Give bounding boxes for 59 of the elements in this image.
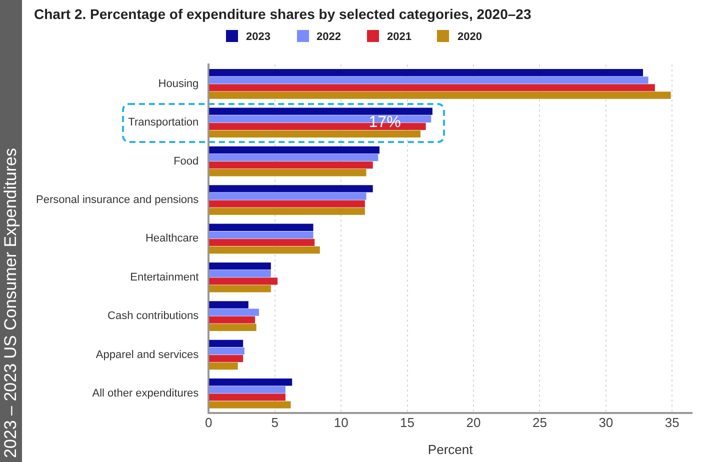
bar [209,354,244,362]
bar [209,278,278,285]
bar [209,246,320,254]
x-tick-label: 30 [598,415,614,430]
bar [209,84,655,92]
bar [209,76,648,84]
legend-label: 2022 [316,31,341,43]
y-tick-label: Transportation [128,116,199,129]
chart-title: Chart 2. Percentage of expenditure shares by selected categories, 2020–23 [34,6,532,22]
legend-label: 2020 [457,31,482,43]
bar [209,108,432,115]
bar [209,238,315,246]
x-tick-label: 0 [205,415,212,430]
bar [209,362,238,370]
bar [209,316,256,324]
legend-label: 2023 [246,31,271,43]
bar [209,270,271,278]
bar [209,231,314,239]
x-tick-label: 35 [664,415,680,430]
y-tick-label: Apparel and services [96,348,200,361]
x-tick-label: 20 [466,415,481,430]
bar [209,340,244,348]
bar [209,185,373,192]
x-tick-label: 15 [400,415,415,430]
bar [209,308,259,316]
legend-label: 2021 [387,31,412,43]
text: 2023 – 2023 US Consumer Expenditures [1,148,21,458]
y-tick-label: Food [174,155,199,168]
bar [209,378,292,386]
bar [209,224,314,231]
bar [209,154,378,162]
y-tick-label: Housing [158,78,199,90]
x-tick-label: 10 [334,415,348,430]
bar [209,301,248,308]
bar [209,324,256,331]
y-tick-label: Cash contributions [108,310,200,322]
y-tick-label: Entertainment [130,271,199,284]
x-tick-label: 25 [532,415,547,430]
bar [209,394,286,401]
y-tick-label: Healthcare [145,232,199,245]
bar [209,69,644,76]
y-tick-label: Personal insurance and pensions [36,194,200,206]
annotation: 17% [368,114,401,132]
bar [209,200,365,208]
bar [209,146,380,154]
y-tick-label: All other expenditures [92,387,200,400]
bar [209,285,271,292]
bar [209,347,244,355]
bar [209,162,373,169]
bar [209,208,365,215]
bar [209,192,366,200]
x-tick-label: 5 [271,415,278,430]
bar [209,92,671,99]
bar [209,130,421,138]
bar [209,169,366,176]
bar [209,386,286,394]
bar [209,262,271,270]
x-axis-title: Percent [428,442,474,457]
bar [209,401,291,408]
